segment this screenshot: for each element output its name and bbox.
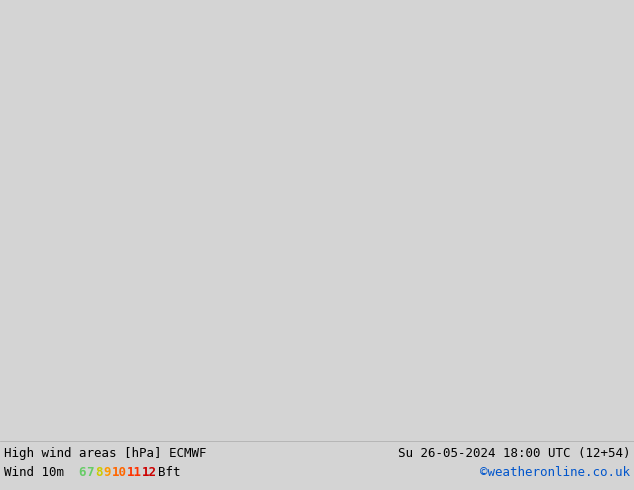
Text: Su 26-05-2024 18:00 UTC (12+54): Su 26-05-2024 18:00 UTC (12+54) [398, 446, 630, 460]
Text: 12: 12 [142, 466, 157, 479]
Text: ©weatheronline.co.uk: ©weatheronline.co.uk [480, 466, 630, 479]
Text: 8: 8 [95, 466, 103, 479]
Text: 10: 10 [112, 466, 127, 479]
Text: High wind areas [hPa] ECMWF: High wind areas [hPa] ECMWF [4, 446, 207, 460]
Text: Bft: Bft [158, 466, 181, 479]
Text: Wind 10m: Wind 10m [4, 466, 64, 479]
Text: 11: 11 [127, 466, 142, 479]
Text: 7: 7 [86, 466, 94, 479]
Text: 9: 9 [103, 466, 111, 479]
Text: 6: 6 [78, 466, 86, 479]
